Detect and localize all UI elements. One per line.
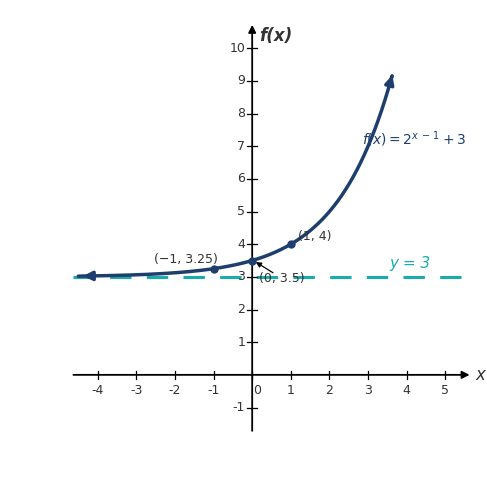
Text: 10: 10 xyxy=(229,42,245,55)
Text: 3: 3 xyxy=(364,384,372,397)
Text: 2: 2 xyxy=(237,303,245,316)
Text: 1: 1 xyxy=(287,384,295,397)
Text: 4: 4 xyxy=(403,384,411,397)
Text: x: x xyxy=(475,366,486,384)
Text: 5: 5 xyxy=(441,384,450,397)
Text: -4: -4 xyxy=(92,384,104,397)
Text: (−1, 3.25): (−1, 3.25) xyxy=(154,253,218,266)
Text: -1: -1 xyxy=(233,401,245,414)
Text: 2: 2 xyxy=(325,384,334,397)
Text: -2: -2 xyxy=(169,384,181,397)
Text: 9: 9 xyxy=(237,74,245,87)
Text: 4: 4 xyxy=(237,238,245,251)
Text: y = 3: y = 3 xyxy=(389,256,431,271)
Text: -1: -1 xyxy=(207,384,220,397)
Text: f(x): f(x) xyxy=(259,27,292,45)
Text: -3: -3 xyxy=(130,384,143,397)
Text: 5: 5 xyxy=(237,205,245,218)
Text: 1: 1 xyxy=(237,336,245,349)
Text: 8: 8 xyxy=(237,107,245,120)
Text: (0, 3.5): (0, 3.5) xyxy=(259,272,305,285)
Text: (1, 4): (1, 4) xyxy=(298,229,331,243)
Text: $f(x) = 2^{x\,-\,1} + 3$: $f(x) = 2^{x\,-\,1} + 3$ xyxy=(362,130,467,149)
Text: 3: 3 xyxy=(237,270,245,283)
Text: 7: 7 xyxy=(237,140,245,153)
Text: 0: 0 xyxy=(253,384,261,397)
Text: 6: 6 xyxy=(237,172,245,185)
